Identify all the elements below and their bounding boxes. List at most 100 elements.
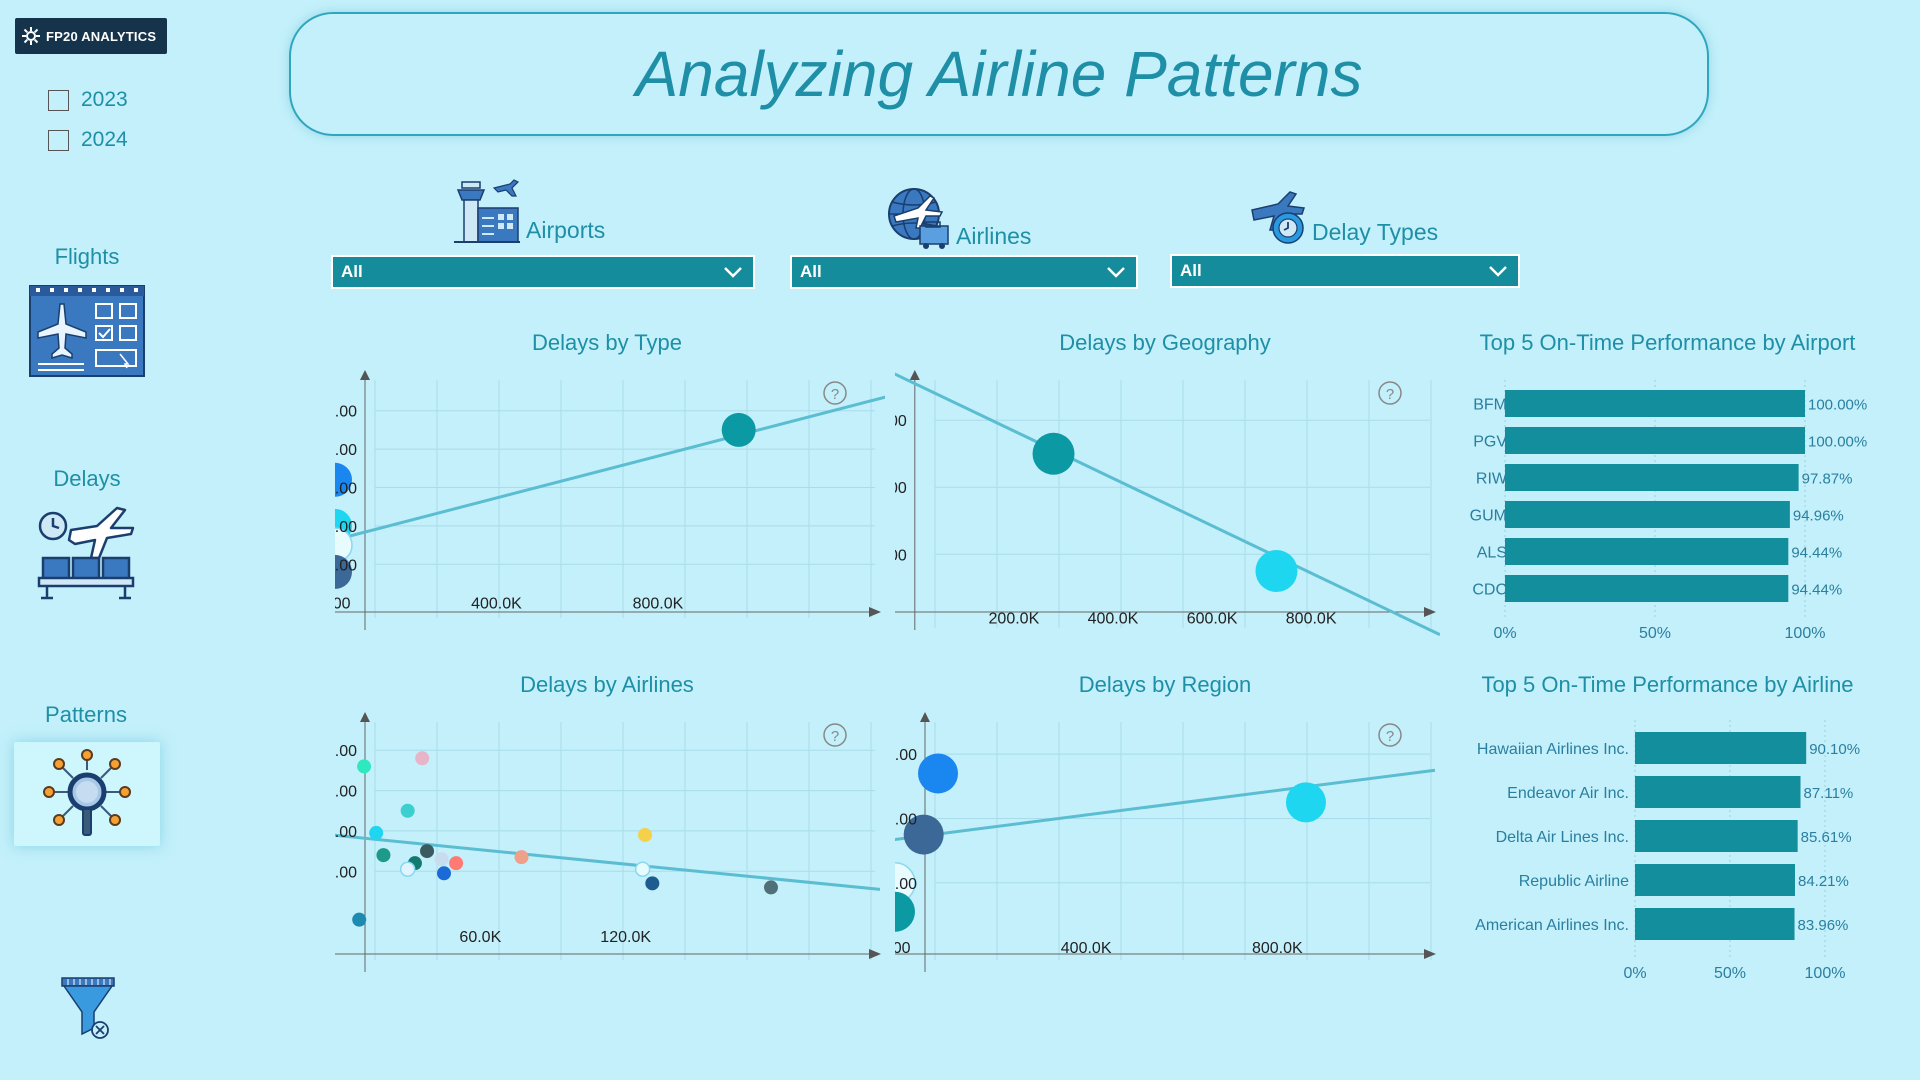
svg-text:?: ? [1386,386,1394,403]
bar [1505,501,1790,528]
bar-value-label: 94.44% [1791,582,1842,599]
year-filter-2024[interactable]: 2024 [48,128,128,152]
nav-flights[interactable]: Flights [15,244,159,378]
bar-value-label: 100.00% [1808,397,1867,414]
nav-patterns[interactable]: Patterns [14,702,160,846]
delays-by-region-chart: 10.00 20.00 30.00 0.00 400.0K 800.0K? [895,712,1436,972]
x-tick-label: 400.0K [471,596,522,613]
x-tick-label: 50% [1714,965,1746,982]
nav-delays-label: Delays [53,466,121,491]
y-tick-label: 20.00 [335,864,357,881]
scatter-point [514,850,529,865]
bar [1505,464,1799,491]
bar-value-label: 85.61% [1801,829,1852,846]
chevron-down-icon [724,267,742,278]
airlines-dropdown[interactable]: All [790,255,1138,289]
bar-value-label: 90.10% [1809,741,1860,758]
y-axis-arrow [920,712,930,722]
scatter-point [437,866,451,881]
delays-by-type-chart: 5.00 10.00 15.00 20.00 25.00 0.00 400.0K 800.0K… [335,370,885,630]
y-axis-arrow [360,370,370,380]
bar [1635,864,1795,896]
x-tick-label: 0% [1493,625,1516,642]
bar-category-label: ALS [1477,545,1507,562]
bar-value-label: 83.96% [1798,917,1849,934]
bar-category-label: PGV [1473,434,1507,451]
y-axis-arrow [360,712,370,722]
year-filter-2023[interactable]: 2023 [48,88,128,112]
bar-value-label: 94.44% [1791,545,1842,562]
page-title: Analyzing Airline Patterns [635,38,1363,110]
flight-board-icon [29,285,145,377]
bar-category-label: American Airlines Inc. [1475,917,1629,934]
brand-logo: FP20 ANALYTICS [15,18,167,54]
x-tick-label: 400.0K [1061,940,1112,957]
x-tick-label: 120.0K [600,929,651,946]
plane-clock-icon [1251,191,1306,244]
x-tick-label: 800.0K [1252,940,1303,957]
bar-category-label: RIW [1476,471,1508,488]
airports-dropdown[interactable]: All [331,255,755,289]
svg-text:?: ? [831,386,839,403]
delay-types-dropdown[interactable]: All [1170,254,1520,288]
scatter-point [903,814,944,855]
x-axis-arrow [869,949,881,959]
y-tick-label: 30.00 [335,824,357,841]
y-tick-label: 10.00 [895,876,917,893]
delay-types-slicer-header: Delay Types [1250,190,1438,246]
x-tick-label: 60.0K [459,929,501,946]
scatter-point [645,876,660,891]
x-axis-arrow [1424,607,1436,617]
airlines-value: All [800,262,822,281]
scatter-point [638,827,653,842]
y-tick-label: 20.00 [895,811,917,828]
bar [1635,908,1795,940]
x-tick-label: 100% [1785,625,1826,642]
chevron-down-icon [1107,267,1125,278]
y-tick-label: 22.00 [895,547,907,564]
bar [1505,427,1805,454]
airline-otp-bar-chart: Hawaiian Airlines Inc. 90.10% Endeavor Air… [1475,720,1860,982]
help-icon[interactable]: ? [1378,723,1402,747]
delay-seats-icon [37,506,135,600]
scatter-point [352,912,367,927]
x-tick-label: 800.0K [1286,610,1337,627]
logo-text: FP20 ANALYTICS [46,28,157,44]
nav-delays[interactable]: Delays [15,466,159,602]
clear-filter-icon[interactable] [60,976,118,1040]
y-tick-label: 10.00 [335,519,357,536]
scatter-point [420,844,435,859]
bar [1635,820,1798,852]
help-icon[interactable]: ? [1378,381,1402,405]
scatter-point [721,412,756,447]
x-tick-label: 100% [1805,965,1846,982]
nav-patterns-label: Patterns [45,702,127,727]
scatter-point [400,803,415,818]
help-icon[interactable]: ? [823,723,847,747]
bar [1635,732,1807,764]
scatter-point [399,861,416,877]
scatter-point [764,880,778,895]
checkbox-icon[interactable] [48,129,69,151]
scatter-point [369,825,384,840]
y-tick-label: 5.00 [335,557,357,574]
svg-text:?: ? [831,728,839,745]
help-icon[interactable]: ? [823,381,847,405]
title-banner: Analyzing Airline Patterns [289,12,1709,136]
x-axis-arrow [1424,949,1436,959]
scatter-point [918,753,959,794]
scatter-point [1285,782,1326,823]
bar-value-label: 94.96% [1793,508,1844,525]
delay-types-label: Delay Types [1312,219,1439,245]
airports-value: All [341,262,363,281]
bar [1505,575,1789,602]
checkbox-icon[interactable] [48,89,69,111]
bar-value-label: 84.21% [1798,873,1849,890]
bar-category-label: Republic Airline [1519,873,1629,890]
chart-title-airlines: Delays by Airlines [520,672,694,697]
trend-line [895,768,1436,841]
y-axis-arrow [909,370,920,380]
globe-plane-icon [888,188,949,249]
bar [1505,390,1805,417]
chevron-down-icon [1489,266,1507,277]
